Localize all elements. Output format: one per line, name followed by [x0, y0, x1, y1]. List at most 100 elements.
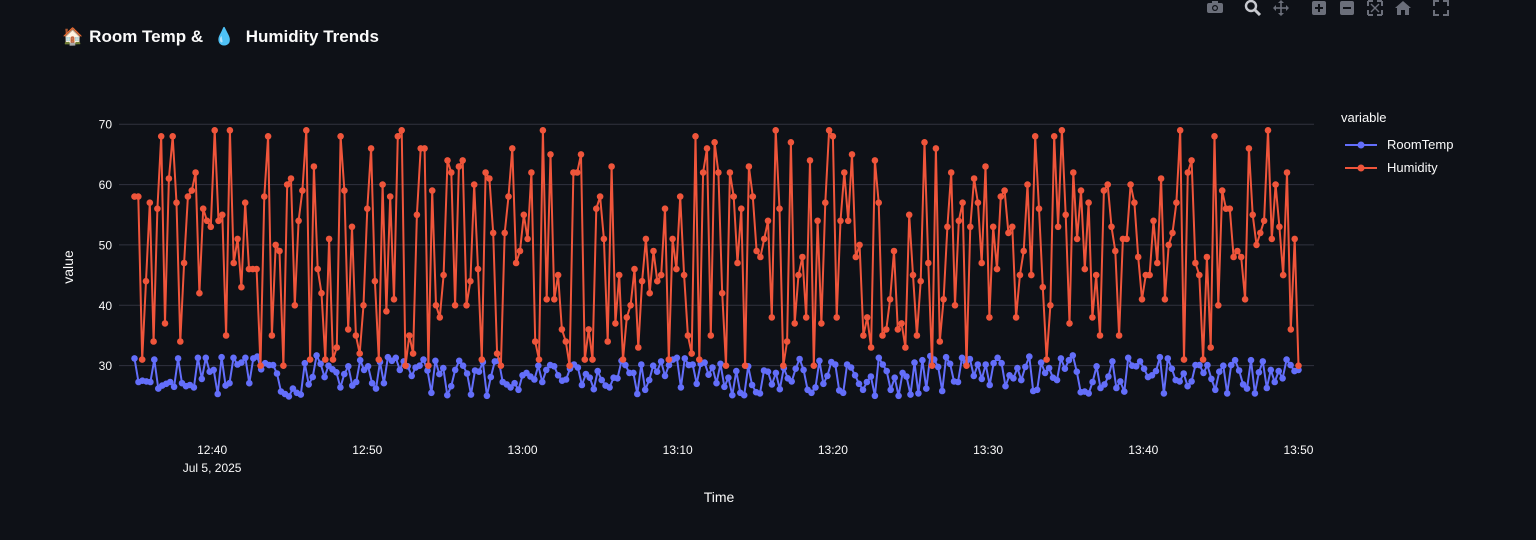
data-point-roomtemp[interactable] — [1085, 390, 1092, 397]
data-point-humidity[interactable] — [780, 362, 787, 370]
data-point-humidity[interactable] — [325, 235, 333, 243]
data-point-roomtemp[interactable] — [467, 391, 475, 398]
data-point-roomtemp[interactable] — [729, 391, 736, 399]
data-point-roomtemp[interactable] — [911, 359, 918, 366]
data-point-humidity[interactable] — [890, 247, 898, 255]
data-point-humidity[interactable] — [661, 205, 669, 212]
data-point-humidity[interactable] — [650, 247, 657, 255]
data-point-roomtemp[interactable] — [444, 391, 451, 399]
data-point-humidity[interactable] — [322, 356, 329, 363]
data-point-humidity[interactable] — [944, 223, 951, 231]
data-point-roomtemp[interactable] — [543, 366, 550, 374]
data-point-roomtemp[interactable] — [368, 379, 376, 387]
data-point-humidity[interactable] — [219, 211, 226, 219]
data-point-humidity[interactable] — [444, 157, 451, 164]
data-point-roomtemp[interactable] — [511, 379, 518, 387]
data-point-humidity[interactable] — [222, 332, 230, 339]
data-point-humidity[interactable] — [749, 193, 757, 200]
data-point-roomtemp[interactable] — [717, 360, 724, 368]
data-point-humidity[interactable] — [806, 157, 814, 164]
data-point-roomtemp[interactable] — [1259, 358, 1267, 365]
data-point-humidity[interactable] — [867, 344, 875, 351]
data-point-humidity[interactable] — [657, 271, 665, 279]
data-point-roomtemp[interactable] — [392, 354, 400, 362]
data-point-roomtemp[interactable] — [483, 392, 491, 400]
data-point-roomtemp[interactable] — [218, 353, 225, 361]
data-point-humidity[interactable] — [989, 223, 997, 231]
data-point-roomtemp[interactable] — [253, 353, 261, 360]
data-point-roomtemp[interactable] — [875, 354, 883, 362]
camera-icon[interactable] — [1204, 0, 1226, 16]
data-point-roomtemp[interactable] — [364, 363, 372, 370]
data-point-humidity[interactable] — [986, 314, 993, 321]
data-point-humidity[interactable] — [554, 271, 562, 279]
data-point-humidity[interactable] — [581, 356, 589, 363]
data-point-humidity[interactable] — [470, 181, 478, 188]
data-point-humidity[interactable] — [299, 187, 306, 194]
data-point-humidity[interactable] — [1176, 127, 1184, 134]
data-point-roomtemp[interactable] — [1041, 369, 1049, 377]
data-point-humidity[interactable] — [1112, 247, 1119, 255]
data-point-roomtemp[interactable] — [1093, 363, 1100, 370]
data-point-roomtemp[interactable] — [832, 361, 839, 368]
data-point-humidity[interactable] — [425, 362, 432, 370]
data-point-humidity[interactable] — [726, 169, 734, 176]
data-point-humidity[interactable] — [974, 199, 982, 206]
data-point-roomtemp[interactable] — [459, 362, 467, 370]
data-point-roomtemp[interactable] — [614, 375, 621, 382]
data-point-roomtemp[interactable] — [345, 363, 352, 370]
data-point-roomtemp[interactable] — [1148, 372, 1156, 379]
data-point-humidity[interactable] — [1234, 247, 1241, 255]
data-point-humidity[interactable] — [348, 223, 356, 231]
data-point-roomtemp[interactable] — [594, 367, 601, 375]
data-point-roomtemp[interactable] — [1026, 353, 1033, 360]
data-point-roomtemp[interactable] — [420, 356, 427, 363]
data-point-humidity[interactable] — [615, 271, 623, 279]
data-point-roomtemp[interactable] — [487, 373, 495, 381]
data-point-roomtemp[interactable] — [824, 372, 831, 380]
data-point-roomtemp[interactable] — [1247, 356, 1255, 364]
home-icon[interactable] — [1392, 0, 1414, 16]
data-point-humidity[interactable] — [318, 289, 325, 297]
data-point-roomtemp[interactable] — [305, 381, 313, 388]
data-point-humidity[interactable] — [341, 187, 348, 194]
data-point-humidity[interactable] — [1276, 223, 1283, 231]
data-point-humidity[interactable] — [627, 302, 634, 309]
data-point-humidity[interactable] — [1184, 169, 1192, 176]
data-point-roomtemp[interactable] — [966, 355, 974, 363]
data-point-roomtemp[interactable] — [174, 355, 182, 362]
data-point-roomtemp[interactable] — [788, 378, 795, 385]
data-point-humidity[interactable] — [154, 205, 161, 212]
data-point-humidity[interactable] — [688, 350, 695, 357]
data-point-humidity[interactable] — [211, 127, 218, 134]
data-point-roomtemp[interactable] — [416, 362, 423, 370]
data-point-humidity[interactable] — [997, 193, 1005, 200]
data-point-humidity[interactable] — [646, 289, 653, 297]
data-point-humidity[interactable] — [1035, 205, 1043, 212]
data-point-humidity[interactable] — [169, 133, 176, 140]
data-point-humidity[interactable] — [1077, 187, 1085, 194]
data-point-roomtemp[interactable] — [1053, 376, 1061, 384]
data-point-roomtemp[interactable] — [408, 372, 416, 380]
data-point-humidity[interactable] — [1138, 296, 1146, 303]
data-point-roomtemp[interactable] — [1251, 390, 1259, 397]
data-point-humidity[interactable] — [1012, 314, 1020, 321]
data-point-humidity[interactable] — [203, 217, 211, 225]
data-point-roomtemp[interactable] — [1124, 354, 1132, 362]
data-point-roomtemp[interactable] — [356, 356, 364, 364]
data-point-humidity[interactable] — [768, 314, 776, 321]
data-point-humidity[interactable] — [791, 320, 798, 327]
data-point-roomtemp[interactable] — [554, 372, 562, 379]
data-point-humidity[interactable] — [978, 259, 985, 267]
data-point-humidity[interactable] — [375, 356, 383, 363]
data-point-roomtemp[interactable] — [883, 367, 890, 375]
data-point-humidity[interactable] — [1062, 211, 1069, 219]
data-point-roomtemp[interactable] — [701, 359, 708, 366]
series-humidity[interactable] — [131, 127, 1302, 370]
data-point-humidity[interactable] — [390, 296, 398, 303]
data-point-roomtemp[interactable] — [194, 354, 202, 362]
data-point-humidity[interactable] — [257, 362, 264, 370]
data-point-humidity[interactable] — [795, 271, 802, 279]
legend-item-roomtemp[interactable]: RoomTemp — [1341, 133, 1453, 156]
data-point-humidity[interactable] — [1123, 235, 1130, 243]
